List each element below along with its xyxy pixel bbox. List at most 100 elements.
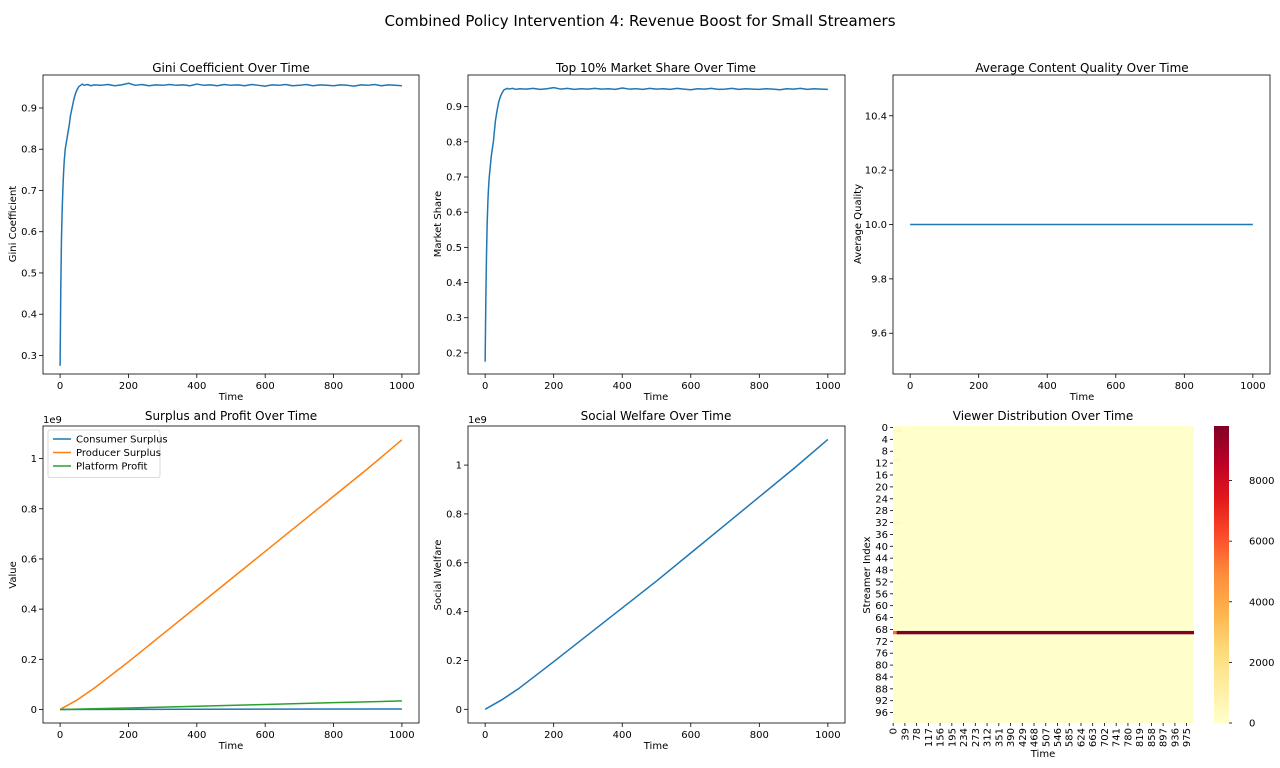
x-tick-label: 400 — [613, 730, 632, 741]
y-tick-label: 0.7 — [21, 186, 37, 197]
y-tick-label: 88 — [875, 684, 888, 695]
x-tick-label: 0 — [57, 381, 63, 392]
x-tick-label: 800 — [1175, 381, 1194, 392]
series-line — [484, 86, 828, 362]
y-tick-label: 96 — [875, 708, 888, 719]
x-axis-label: Time — [218, 392, 243, 403]
y-tick-label: 48 — [875, 566, 888, 577]
series-line — [484, 438, 829, 710]
colorbar: 0 2000 4000 6000 8000 — [1214, 426, 1274, 730]
y-tick-label: 0.9 — [446, 102, 462, 113]
x-tick-label: 400 — [187, 730, 206, 741]
y-tick-label: 0.8 — [446, 137, 462, 148]
panel-title: Surplus and Profit Over Time — [145, 409, 317, 423]
y-tick-label: 76 — [875, 649, 888, 660]
y-tick-label: 32 — [875, 518, 888, 529]
y-axis-label: Value — [8, 561, 19, 588]
y-tick-label: 9.8 — [871, 274, 887, 285]
panel-title: Top 10% Market Share Over Time — [555, 61, 756, 75]
y-tick-label: 20 — [875, 482, 888, 493]
y-tick-label: 0.9 — [21, 103, 37, 114]
x-tick-label: 1000 — [389, 381, 414, 392]
y-tick-label: 4 — [882, 435, 888, 446]
y-tick-label: 0.8 — [21, 145, 37, 156]
panel-top10-share: Top 10% Market Share Over Time 0 200 400 60… — [433, 61, 846, 403]
x-tick-label: 0 — [57, 730, 63, 741]
x-tick-label: 200 — [969, 381, 988, 392]
y-tick-label: 36 — [875, 530, 888, 541]
y-tick-label: 9.6 — [871, 329, 887, 340]
x-tick-label: 200 — [119, 381, 138, 392]
y-axis-label: Gini Coefficient — [8, 186, 19, 263]
x-tick-label: 0 — [907, 381, 913, 392]
legend-entry: Platform Profit — [76, 462, 148, 473]
colorbar-tick-label: 6000 — [1249, 537, 1274, 548]
colorbar-tick-label: 2000 — [1249, 658, 1274, 669]
x-tick-label: 741 — [1112, 728, 1123, 747]
y-tick-label: 0.6 — [446, 558, 462, 569]
x-tick-label: 600 — [681, 730, 700, 741]
y-tick-label: 0.4 — [21, 310, 37, 321]
series-line-consumer-surplus — [60, 708, 402, 711]
x-tick-label: 800 — [324, 730, 343, 741]
x-tick-label: 507 — [1041, 728, 1052, 747]
heatmap-band — [893, 630, 897, 635]
colorbar-gradient — [1214, 426, 1229, 723]
x-tick-label: 819 — [1135, 728, 1146, 747]
legend-entry: Consumer Surplus — [76, 435, 168, 446]
x-tick-label: 117 — [924, 728, 935, 747]
y-tick-label: 0.5 — [21, 268, 37, 279]
x-tick-label: 39 — [900, 728, 911, 741]
y-tick-label: 0.2 — [446, 348, 462, 359]
x-tick-label: 400 — [1038, 381, 1057, 392]
x-tick-label: 800 — [324, 381, 343, 392]
plot-area: 0 200 400 600 800 1000 0 0.2 0.4 0.6 0.8 1 Consumer … — [21, 425, 420, 741]
x-tick-label: 351 — [994, 728, 1005, 747]
y-axis-label: Social Welfare — [433, 540, 444, 611]
axes-frame — [42, 74, 420, 375]
x-axis-label: Time — [218, 741, 243, 752]
y-tick-label: 80 — [875, 661, 888, 672]
y-tick-label: 0 — [882, 423, 888, 434]
y-tick-label: 84 — [875, 672, 888, 683]
panel-title: Gini Coefficient Over Time — [152, 61, 310, 75]
x-tick-label: 780 — [1123, 728, 1134, 747]
x-tick-label: 234 — [959, 728, 970, 747]
series-line — [59, 82, 402, 366]
x-tick-label: 273 — [971, 728, 982, 747]
y-tick-label: 12 — [875, 459, 888, 470]
x-tick-label: 585 — [1065, 728, 1076, 747]
figure-suptitle: Combined Policy Intervention 4: Revenue … — [384, 12, 895, 30]
colorbar-tick-label: 8000 — [1249, 476, 1274, 487]
x-tick-label: 195 — [947, 728, 958, 747]
plot-area: 0 200 400 600 800 1000 0 0.2 0.4 0.6 0.8 1 — [446, 425, 846, 741]
x-tick-label: 156 — [936, 728, 947, 747]
x-tick-label: 312 — [983, 728, 994, 747]
y-tick-label: 68 — [875, 625, 888, 636]
y-tick-label: 0.2 — [21, 655, 37, 666]
y-tick-label: 0.5 — [446, 243, 462, 254]
y-tick-label: 0.4 — [446, 278, 462, 289]
panel-title: Average Content Quality Over Time — [975, 61, 1188, 75]
x-tick-label: 200 — [119, 730, 138, 741]
x-tick-label: 390 — [1006, 728, 1017, 747]
heatmap-area: 0 39 78 117 156 195 234 273 312 351 390 429 468 507 54… — [875, 423, 1194, 747]
y-axis-label: Average Quality — [853, 184, 864, 264]
y-tick-label: 0 — [456, 705, 462, 716]
x-tick-label: 663 — [1088, 728, 1099, 747]
y-tick-label: 0.3 — [446, 313, 462, 324]
y-tick-label: 0.6 — [21, 554, 37, 565]
panel-title: Social Welfare Over Time — [581, 409, 732, 423]
series-line-producer-surplus — [59, 439, 403, 711]
y-tick-label: 28 — [875, 506, 888, 517]
x-tick-label: 0 — [889, 728, 900, 734]
x-axis-label: Time — [1030, 749, 1055, 760]
y-tick-label: 0.4 — [446, 607, 462, 618]
y-tick-label: 0.4 — [21, 605, 37, 616]
x-tick-label: 897 — [1159, 728, 1170, 747]
y-axis-label: Streamer Index — [862, 536, 873, 613]
legend: Consumer Surplus Producer Surplus Platform… — [47, 429, 168, 478]
heatmap-band — [893, 428, 903, 433]
x-tick-label: 858 — [1147, 728, 1158, 747]
